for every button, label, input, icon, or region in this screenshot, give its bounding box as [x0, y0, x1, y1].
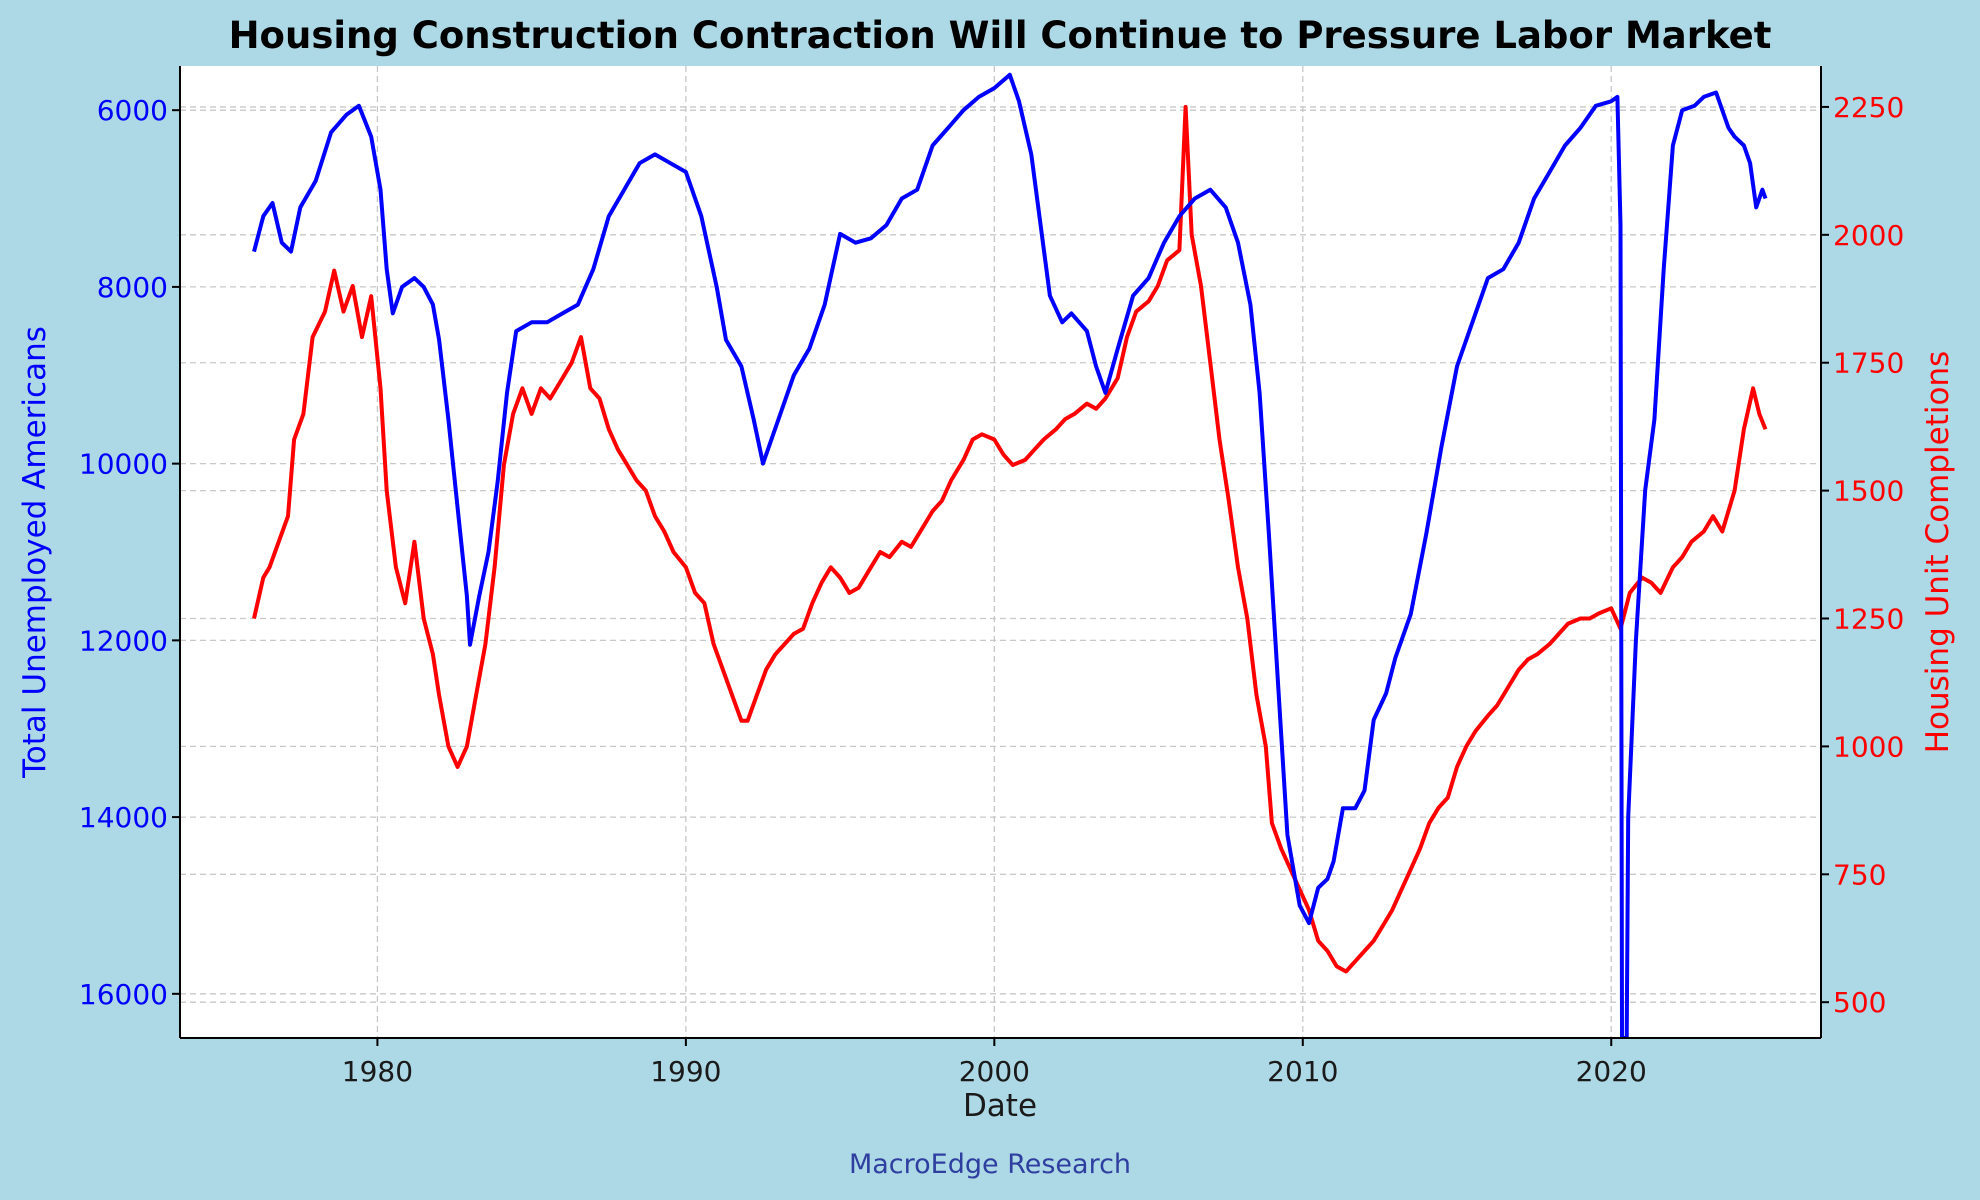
- tick-layer: 1980 1990 2000 2010 2020 6000 8000 10000 12000 14…: [79, 91, 1904, 1088]
- x-tick-label: 2010: [1267, 1055, 1338, 1088]
- x-tick-label: 2020: [1576, 1055, 1647, 1088]
- unemployed-series-line: [252, 72, 1768, 1038]
- y-right-axis-title: Housing Unit Completions: [1920, 351, 1956, 754]
- x-tick-label: 2000: [959, 1055, 1030, 1088]
- y-right-tick-label: 1500: [1833, 475, 1904, 508]
- y-left-tick-label: 10000: [79, 448, 168, 481]
- series-layer: [252, 72, 1768, 1038]
- y-right-tick-label: 2250: [1833, 91, 1904, 124]
- y-right-tick-label: 2000: [1833, 219, 1904, 252]
- y-left-tick-label: 8000: [97, 271, 168, 304]
- x-tick-label: 1990: [650, 1055, 721, 1088]
- y-left-tick-label: 16000: [79, 978, 168, 1011]
- housing-completions-series-line: [252, 104, 1768, 974]
- y-left-axis-title: Total Unemployed Americans: [17, 326, 53, 779]
- y-left-tick-label: 12000: [79, 624, 168, 657]
- y-left-tick-label: 14000: [79, 801, 168, 834]
- x-tick-label: 1980: [342, 1055, 413, 1088]
- plot-background: [180, 66, 1821, 1038]
- y-left-tick-label: 6000: [97, 94, 168, 127]
- gridlines: [180, 66, 1821, 1038]
- footer-credit: MacroEdge Research: [849, 1149, 1131, 1180]
- y-right-tick-label: 500: [1833, 986, 1886, 1019]
- x-axis-title: Date: [963, 1088, 1037, 1124]
- y-right-tick-label: 1750: [1833, 347, 1904, 380]
- y-right-tick-label: 1250: [1833, 603, 1904, 636]
- y-right-tick-label: 1000: [1833, 730, 1904, 763]
- y-right-tick-label: 750: [1833, 858, 1886, 891]
- chart-title: Housing Construction Contraction Will Co…: [229, 14, 1772, 57]
